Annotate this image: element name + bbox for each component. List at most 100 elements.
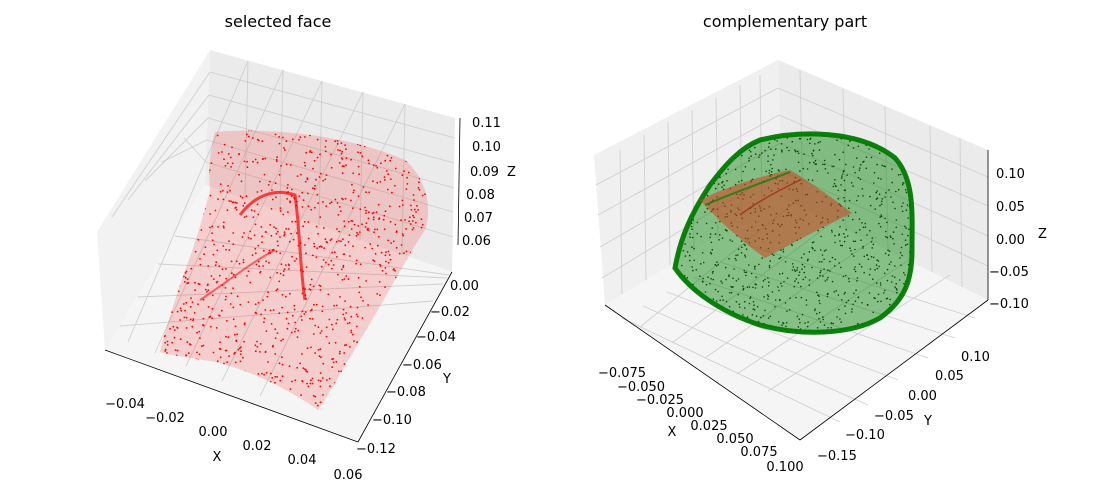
point-marker: [688, 254, 691, 257]
point-marker: [777, 286, 779, 288]
point-marker: [343, 225, 346, 228]
point-marker: [320, 330, 323, 332]
point-marker: [221, 189, 224, 192]
point-marker: [296, 366, 299, 369]
point-marker: [696, 221, 699, 224]
point-marker: [798, 274, 800, 277]
point-marker: [259, 343, 262, 345]
point-marker: [222, 245, 225, 247]
point-marker: [367, 211, 370, 214]
point-marker: [276, 376, 278, 378]
point-marker: [282, 274, 285, 277]
point-marker: [313, 159, 316, 162]
point-marker: [305, 266, 308, 268]
point-marker: [324, 178, 327, 181]
point-marker: [717, 183, 720, 185]
point-marker: [824, 168, 827, 170]
point-marker: [861, 188, 864, 190]
point-marker: [806, 168, 809, 170]
point-marker: [877, 300, 879, 303]
point-marker: [189, 343, 192, 346]
point-marker: [261, 372, 263, 375]
point-marker: [319, 216, 322, 219]
point-marker: [331, 366, 334, 368]
point-marker: [184, 390, 187, 393]
point-marker: [260, 189, 263, 192]
point-marker: [817, 141, 820, 144]
point-marker: [400, 244, 403, 246]
point-marker: [247, 270, 250, 273]
point-marker: [863, 271, 865, 274]
point-marker: [726, 180, 728, 182]
point-marker: [875, 282, 878, 284]
point-marker: [374, 228, 376, 231]
point-marker: [376, 166, 379, 169]
point-marker: [311, 377, 314, 380]
point-marker: [212, 403, 215, 405]
point-marker: [236, 202, 238, 204]
point-marker: [314, 184, 316, 187]
point-marker: [312, 333, 315, 335]
point-marker: [236, 333, 239, 335]
point-marker: [377, 203, 380, 206]
point-marker: [276, 230, 279, 233]
point-marker: [847, 144, 850, 147]
point-marker: [808, 284, 810, 286]
point-marker: [830, 322, 832, 324]
point-marker: [840, 184, 842, 186]
point-marker: [335, 360, 338, 363]
point-marker: [244, 140, 247, 142]
point-marker: [211, 294, 214, 297]
point-marker: [743, 307, 746, 309]
point-marker: [232, 232, 235, 234]
point-marker: [332, 361, 335, 364]
point-marker: [340, 152, 343, 155]
point-marker: [818, 299, 820, 302]
point-marker: [342, 253, 345, 256]
point-marker: [885, 235, 887, 238]
point-marker: [427, 349, 429, 352]
point-marker: [376, 244, 379, 247]
point-marker: [760, 316, 762, 319]
point-marker: [342, 266, 345, 268]
point-marker: [290, 331, 293, 334]
point-marker: [349, 305, 352, 308]
point-marker: [709, 233, 712, 235]
point-marker: [838, 308, 840, 311]
point-marker: [841, 175, 843, 177]
point-marker: [381, 269, 384, 272]
point-marker: [813, 241, 815, 243]
point-marker: [189, 318, 192, 321]
point-marker: [353, 223, 356, 226]
point-marker: [372, 218, 375, 221]
point-marker: [811, 152, 813, 155]
point-marker: [317, 379, 320, 382]
point-marker: [863, 255, 866, 258]
point-marker: [187, 352, 190, 355]
point-marker: [709, 251, 712, 254]
point-marker: [343, 278, 346, 280]
point-marker: [228, 249, 231, 251]
point-marker: [746, 286, 749, 289]
point-marker: [313, 187, 316, 190]
point-marker: [186, 341, 189, 344]
point-marker: [745, 271, 748, 274]
point-marker: [744, 166, 747, 168]
point-cloud-head: [672, 131, 915, 335]
point-marker: [735, 280, 738, 282]
point-marker: [367, 159, 370, 162]
point-marker: [324, 238, 327, 241]
point-marker: [901, 183, 904, 186]
point-marker: [839, 318, 841, 320]
point-marker: [791, 269, 794, 271]
point-marker: [287, 184, 289, 186]
point-marker: [383, 176, 386, 179]
point-marker: [821, 254, 824, 256]
point-marker: [177, 290, 180, 293]
point-marker: [287, 211, 289, 214]
point-marker: [170, 396, 173, 399]
point-marker: [171, 311, 174, 313]
point-marker: [415, 374, 418, 376]
point-marker: [277, 244, 279, 247]
point-marker: [796, 150, 799, 153]
